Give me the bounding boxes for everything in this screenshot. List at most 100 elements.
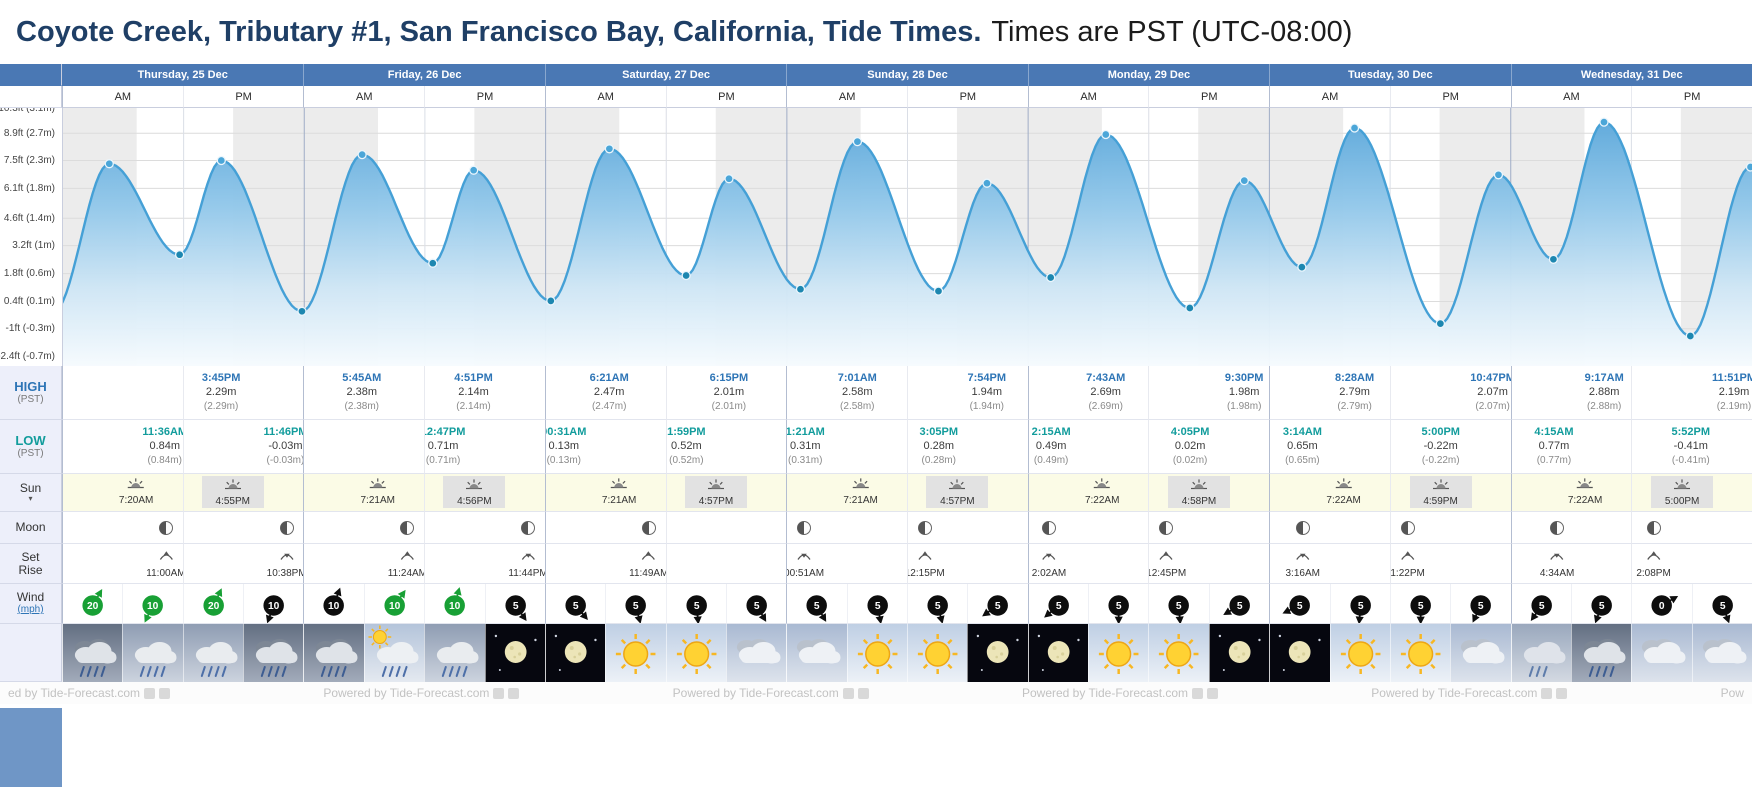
footer-credit-link[interactable]: Powered by Tide-Forecast.com <box>673 686 869 700</box>
tide-height-alt: (2.58m) <box>840 400 875 412</box>
tide-height-alt: (1.94m) <box>969 400 1005 412</box>
moon-set-entry: 2:02AM <box>1032 548 1066 579</box>
svg-text:10: 10 <box>389 601 401 612</box>
share-icon[interactable] <box>842 687 854 699</box>
footer-credit-text[interactable]: Powered by Tide-Forecast.com <box>323 686 490 700</box>
share-icon[interactable] <box>1541 687 1553 699</box>
footer-credit-text[interactable]: Powered by Tide-Forecast.com <box>1371 686 1538 700</box>
moon-rise-icon <box>1391 548 1425 566</box>
weather-cell-storm <box>243 624 304 682</box>
tide-height-m: 2.01m <box>713 386 745 399</box>
svg-text:5: 5 <box>1237 601 1243 612</box>
high-tide-entry: 5:45AM 2.38m (2.38m) <box>342 371 381 413</box>
footer-credit-text[interactable]: ed by Tide-Forecast.com <box>8 686 141 700</box>
weather-cell-cloud-rain <box>1510 624 1571 682</box>
weather-cell-sun <box>1148 624 1209 682</box>
footer-credit-text[interactable]: Pow <box>1720 686 1744 700</box>
wind-badge: 5 <box>1591 595 1612 623</box>
wind-cell: 10 <box>243 584 304 624</box>
low-tide-cell: 00:31AM 0.13m (0.13m) <box>544 420 666 474</box>
tide-height-alt: (0.02m) <box>1172 454 1208 466</box>
low-tide-entry: 1:21AM 0.31m (0.31m) <box>787 425 825 467</box>
y-axis-labels: 10.3ft (3.1m) 8.9ft (2.7m) 7.5ft (2.3m) 6.1… <box>0 108 58 366</box>
tide-height-m: -0.41m <box>1673 440 1708 453</box>
moon-rise-time: 11:49AM <box>629 567 666 579</box>
high-tide-time: 5:45AM <box>342 372 382 384</box>
sunset-cell: 4:58PM <box>1148 474 1270 512</box>
moon-phase-icon <box>1295 520 1311 536</box>
high-tide-entry: 6:21AM 2.47m (2.47m) <box>590 371 629 413</box>
wind-cell: 5 <box>544 584 606 624</box>
wind-cell: 5 <box>484 584 545 624</box>
wind-cell: 0 <box>1631 584 1692 624</box>
moon-set-icon <box>267 548 304 566</box>
wind-row: Wind (mph) 20 10 20 10 10 10 10 5 5 5 5 5 5 5 5 5 5 5 5 5 5 5… <box>0 584 1752 624</box>
high-tide-time: 6:21AM <box>589 372 629 384</box>
footer-credit-link[interactable]: ed by Tide-Forecast.com <box>8 686 171 700</box>
svg-text:5: 5 <box>1719 601 1725 612</box>
sunrise-cell: 7:22AM <box>1510 474 1632 512</box>
svg-text:5: 5 <box>814 601 820 612</box>
sunrise-entry: 7:20AM <box>119 477 153 506</box>
share-icon[interactable] <box>144 687 156 699</box>
tide-height-m: 2.07m <box>1477 386 1508 399</box>
day-header-cell: Sunday, 28 Dec <box>786 64 1027 86</box>
footer-credit-link[interactable]: Pow <box>1721 686 1744 700</box>
weather-icon-sun <box>676 634 717 674</box>
high-tide-cell: 10:47PM 2.07m (2.07m) <box>1389 366 1511 420</box>
share-icon[interactable] <box>508 687 520 699</box>
high-tide-cell: 6:15PM 2.01m (2.01m) <box>665 366 787 420</box>
moon-row-label: Moon <box>0 512 62 544</box>
svg-text:20: 20 <box>87 601 99 612</box>
moon-phase-icon <box>1400 520 1416 536</box>
tide-curve-svg <box>63 108 1752 366</box>
share-icon[interactable] <box>1556 687 1568 699</box>
moon-row: Moon <box>0 512 1752 544</box>
share-icon[interactable] <box>1207 687 1219 699</box>
tide-height-alt: (2.01m) <box>711 400 747 412</box>
moon-rise-entry: 11:24AM <box>388 548 424 579</box>
weather-icon-sun <box>1159 634 1199 674</box>
day-header-cell: Monday, 29 Dec <box>1027 64 1269 86</box>
share-icon[interactable] <box>857 687 869 699</box>
sunrise-entry: 7:21AM <box>602 477 636 506</box>
svg-text:5: 5 <box>1176 601 1182 612</box>
moon-rise-time: 11:24AM <box>387 567 425 579</box>
ampm-cells: AM PM AM PM AM PM AM PM AM PM AM PM AM PM <box>62 86 1752 108</box>
weather-icon-cloud-rain <box>1523 642 1565 677</box>
halfday-header-cell: PM <box>1148 86 1270 108</box>
sunrise-icon <box>602 477 636 495</box>
sunset-cell: 4:57PM <box>665 474 787 512</box>
moon-rise-time: 2:08PM <box>1636 567 1671 579</box>
sun-row-label: Sun ▾ <box>0 474 62 512</box>
sunset-entry: 4:56PM <box>443 476 506 508</box>
high-tide-time: 7:01AM <box>837 372 877 384</box>
tide-height-alt: (1.98m) <box>1226 400 1262 412</box>
svg-text:20: 20 <box>208 601 220 612</box>
wind-unit-link[interactable]: (mph) <box>17 604 44 615</box>
tide-height-alt: (2.47m) <box>591 400 627 412</box>
wind-cell: 5 <box>1148 584 1209 624</box>
footer-credit-link[interactable]: Powered by Tide-Forecast.com <box>1371 686 1568 700</box>
tide-height-alt: (0.77m) <box>1536 454 1572 466</box>
weather-icon-moon <box>1037 634 1080 671</box>
footer-credit-link[interactable]: Powered by Tide-Forecast.com <box>1021 686 1219 700</box>
moon-set-time: 3:16AM <box>1285 567 1320 579</box>
low-tide-cell <box>303 420 425 474</box>
ampm-corner <box>0 86 62 108</box>
share-icon[interactable] <box>493 687 505 699</box>
moon-phase-icon <box>917 520 933 536</box>
share-icon[interactable] <box>159 687 171 699</box>
share-icon[interactable] <box>1192 687 1204 699</box>
low-tide-time: 3:14AM <box>1282 426 1322 438</box>
halfday-header-cell: AM <box>62 86 183 108</box>
footer-credit-text[interactable]: Powered by Tide-Forecast.com <box>672 686 839 700</box>
high-tide-entry: 7:43AM 2.69m (2.69m) <box>1086 371 1125 413</box>
sun-label: Sun <box>19 481 42 495</box>
moon-set-icon <box>1032 548 1066 566</box>
footer-credit-text[interactable]: Powered by Tide-Forecast.com <box>1021 686 1189 700</box>
moon-phase-icon <box>279 520 295 536</box>
tide-height-m: 0.02m <box>1174 440 1206 453</box>
footer-credit-link[interactable]: Powered by Tide-Forecast.com <box>323 686 520 700</box>
halfday-header-cell: PM <box>1631 86 1752 108</box>
